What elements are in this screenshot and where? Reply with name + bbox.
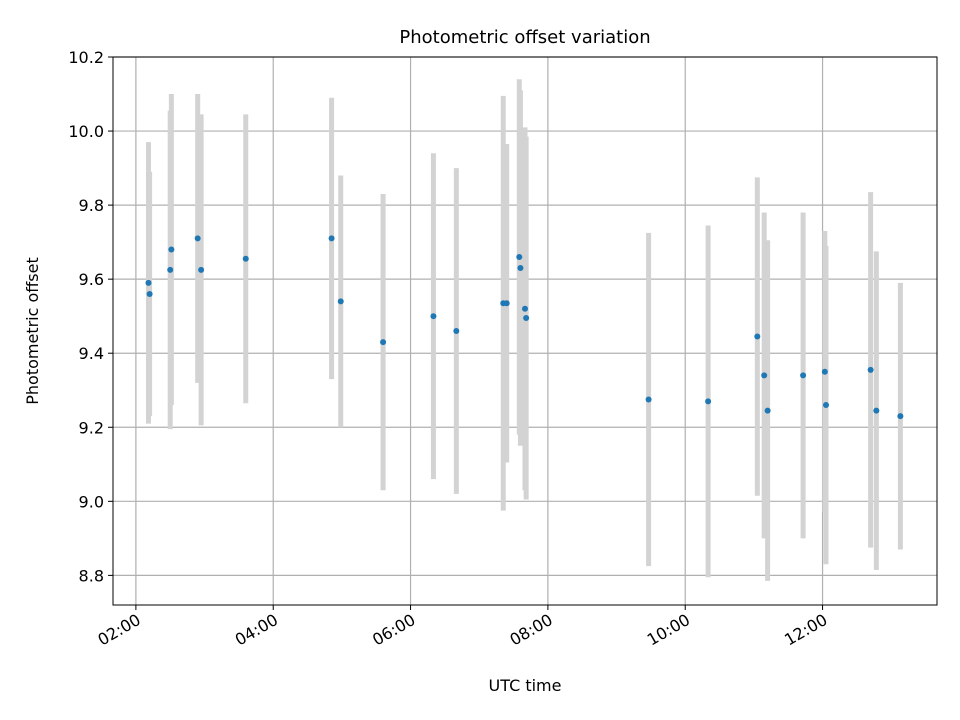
data-point <box>761 372 768 379</box>
data-point <box>380 339 387 346</box>
data-point <box>517 265 524 272</box>
data-point <box>430 313 437 320</box>
plot-frame <box>112 56 938 606</box>
data-point <box>821 368 828 375</box>
data-point <box>764 407 771 414</box>
data-point <box>516 253 523 260</box>
data-point <box>503 300 510 307</box>
data-point <box>705 398 712 405</box>
y-tick-label: 9.6 <box>79 270 104 289</box>
data-point <box>198 266 205 273</box>
data-point <box>453 328 460 334</box>
y-tick-label: 9.2 <box>79 418 104 437</box>
y-tick-label: 9.8 <box>79 196 104 215</box>
data-point <box>168 246 175 253</box>
data-point <box>145 279 152 286</box>
y-tick-label: 9.0 <box>79 492 104 511</box>
y-tick-label: 8.8 <box>79 566 104 585</box>
data-point <box>522 305 528 312</box>
data-points <box>145 235 904 420</box>
data-point <box>242 255 249 262</box>
y-axis-label: Photometric offset <box>23 257 42 405</box>
data-point <box>328 235 335 242</box>
data-point <box>867 366 874 373</box>
data-point <box>897 413 904 420</box>
data-point <box>337 298 344 305</box>
data-point <box>800 372 807 379</box>
y-tick-label: 10.2 <box>68 48 104 67</box>
data-point <box>146 290 153 297</box>
data-point <box>167 266 174 273</box>
data-point <box>822 402 829 409</box>
data-point <box>873 407 880 414</box>
y-tick-label: 10.0 <box>68 122 104 141</box>
chart-title: Photometric offset variation <box>399 27 650 48</box>
data-point <box>645 396 652 403</box>
y-tick-label: 9.4 <box>79 344 104 363</box>
data-point <box>194 235 201 242</box>
x-axis-label: UTC time <box>489 676 562 695</box>
data-point <box>754 333 761 340</box>
data-point <box>523 315 530 322</box>
y-axis-ticks: 8.8 9.0 9.2 9.4 9.6 9.8 10.0 10.2 <box>68 48 113 585</box>
